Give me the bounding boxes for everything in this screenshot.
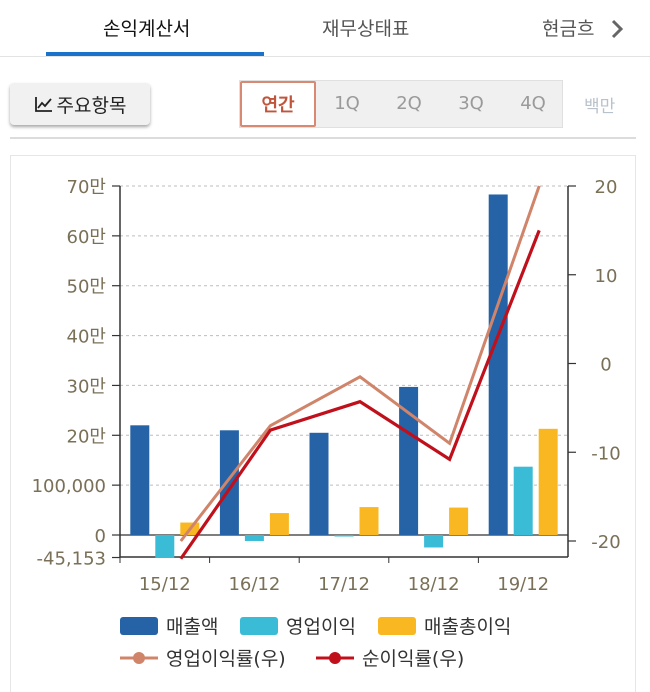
x-tick-label: 15/12	[139, 574, 191, 595]
right-tick-label: 10	[595, 266, 618, 287]
left-tick-label: 100,000	[32, 476, 106, 497]
legend-net-margin-marker	[329, 652, 341, 664]
operating-income-bar	[424, 535, 444, 548]
sales-bar	[219, 430, 239, 535]
right-tick-label: -20	[591, 532, 620, 553]
right-tick-label: 20	[595, 177, 618, 198]
left-tick-label: 30만	[67, 376, 106, 397]
left-tick-label: 0	[95, 526, 106, 547]
tab-balance-sheet[interactable]: 재무상태표	[322, 18, 410, 40]
gross-profit-bar	[538, 428, 558, 535]
x-tick-label: 19/12	[497, 574, 549, 595]
period-2q[interactable]: 2Q	[396, 93, 422, 114]
gross-profit-bar	[269, 513, 289, 535]
right-tick-label: -10	[591, 443, 620, 464]
sales-bar	[399, 386, 419, 535]
gross-profit-bar	[359, 507, 379, 535]
sales-bar	[130, 425, 150, 535]
period-3q[interactable]: 3Q	[458, 93, 484, 114]
left-tick-label: -45,153	[37, 549, 106, 570]
legend-operating-income-swatch	[240, 617, 278, 635]
line-chart-icon	[34, 97, 52, 112]
gross-profit-bar	[449, 507, 469, 535]
left-tick-label: 20만	[67, 426, 106, 447]
right-tick-label: 0	[600, 355, 611, 376]
period-selector: 연간 1Q 2Q 3Q 4Q	[239, 80, 563, 128]
statement-tabs: 손익계산서 재무상태표 현금흐	[0, 0, 650, 58]
operating-margin-line	[179, 185, 541, 542]
legend-operating-income-label: 영업이익	[286, 616, 356, 638]
tab-cash-flow[interactable]: 현금흐	[542, 18, 595, 40]
left-tick-label: 50만	[67, 277, 106, 298]
unit-label: 백만	[584, 97, 616, 117]
operating-income-bar	[155, 535, 175, 558]
operating-income-bar	[513, 466, 533, 535]
legend-sales-label: 매출액	[166, 616, 218, 638]
x-tick-label: 18/12	[408, 574, 460, 595]
active-tab-indicator	[46, 52, 264, 56]
operating-income-bar	[244, 535, 264, 541]
sales-bar	[488, 194, 508, 535]
left-tick-label: 40만	[67, 327, 106, 348]
legend-operating-margin-marker	[133, 652, 145, 664]
left-tick-label: 60만	[67, 227, 106, 248]
key-items-button[interactable]: 주요항목	[10, 83, 150, 125]
legend-gross-profit-label: 매출총이익	[424, 616, 511, 638]
legend-net-margin-label: 순이익률(우)	[362, 648, 464, 670]
toolbar-divider	[10, 137, 636, 139]
period-4q[interactable]: 4Q	[520, 93, 546, 114]
legend-gross-profit-swatch	[378, 617, 416, 635]
key-items-label: 주요항목	[56, 94, 127, 117]
legend-operating-margin-label: 영업이익률(우)	[166, 648, 286, 670]
period-annual[interactable]: 연간	[240, 81, 316, 127]
tab-income-statement[interactable]: 손익계산서	[103, 18, 191, 40]
chevron-right-icon[interactable]	[606, 16, 628, 42]
tabs-divider	[0, 56, 650, 57]
operating-income-bar	[334, 535, 354, 537]
period-1q[interactable]: 1Q	[334, 93, 360, 114]
x-tick-label: 17/12	[318, 574, 370, 595]
net-margin-line	[179, 229, 541, 560]
chart-container	[10, 155, 636, 692]
x-tick-label: 16/12	[228, 574, 280, 595]
left-tick-label: 70만	[67, 177, 106, 198]
sales-bar	[309, 432, 329, 535]
legend-sales-swatch	[120, 617, 158, 635]
